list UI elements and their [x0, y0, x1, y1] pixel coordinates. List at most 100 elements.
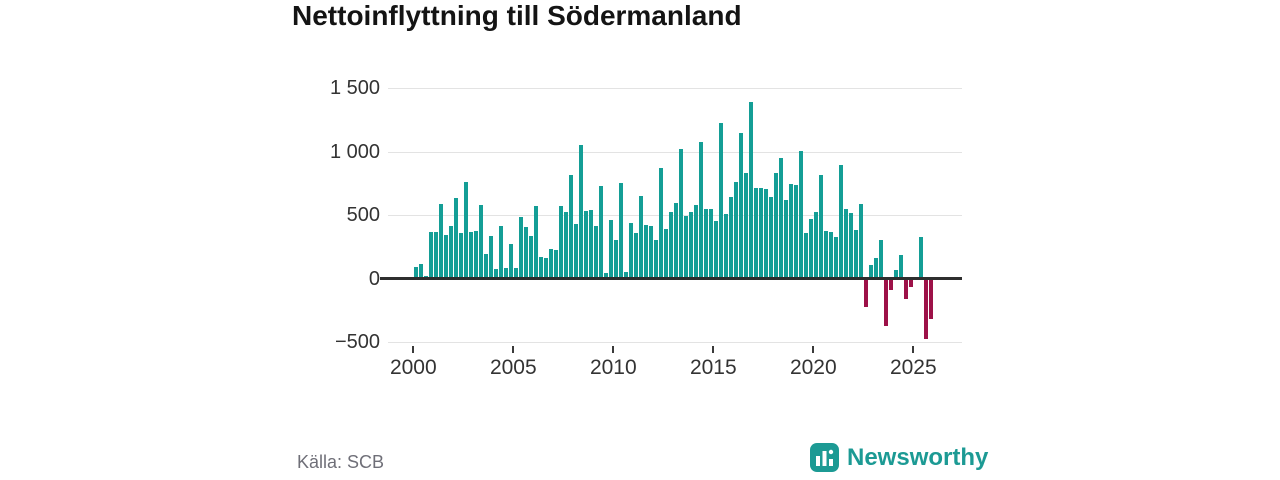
bar — [559, 206, 563, 279]
bar — [519, 217, 523, 279]
bar — [734, 181, 738, 279]
bar — [474, 231, 478, 279]
y-tick-label: 1 000 — [329, 140, 380, 163]
bar — [549, 248, 553, 279]
bar — [674, 202, 678, 279]
bar — [919, 236, 923, 279]
bar — [824, 230, 828, 279]
x-tick-label: 2000 — [389, 356, 437, 379]
bar — [574, 223, 578, 279]
bar — [729, 197, 733, 279]
y-tick-label: −500 — [334, 331, 380, 353]
bar — [484, 254, 488, 279]
bar — [539, 257, 543, 279]
x-tick-label: 2005 — [489, 356, 537, 379]
bar — [804, 232, 808, 279]
bar — [714, 221, 718, 279]
bar — [459, 232, 463, 279]
bar — [874, 257, 878, 279]
bar — [554, 249, 558, 279]
bar — [854, 230, 858, 279]
bar — [839, 165, 843, 279]
bar — [689, 211, 693, 279]
newsworthy-icon — [810, 443, 839, 472]
bar — [649, 225, 653, 279]
bar — [659, 167, 663, 279]
bar — [879, 240, 883, 279]
bar — [669, 212, 673, 279]
bar — [494, 268, 498, 279]
bar — [644, 224, 648, 279]
bar — [719, 122, 723, 279]
bar — [584, 211, 588, 279]
bar — [504, 267, 508, 279]
bar — [499, 226, 503, 279]
bar — [634, 232, 638, 279]
bar — [704, 209, 708, 279]
bar — [799, 150, 803, 279]
bar — [469, 231, 473, 279]
bar — [849, 212, 853, 279]
bar — [749, 101, 753, 279]
bar — [724, 214, 728, 279]
bar — [679, 149, 683, 279]
y-tick-label: 0 — [368, 267, 380, 290]
bar — [884, 280, 888, 326]
bar — [599, 186, 603, 279]
bar — [829, 231, 833, 279]
bar — [694, 205, 698, 279]
chart-title: Nettoinflyttning till Södermanland — [292, 0, 742, 31]
bar — [819, 175, 823, 279]
bar — [624, 271, 628, 279]
bar — [534, 205, 538, 279]
x-tick-mark — [912, 346, 915, 353]
bar — [529, 236, 533, 279]
x-tick-label: 2020 — [789, 356, 837, 379]
source-note: Källa: SCB — [297, 452, 385, 472]
bar — [429, 231, 433, 279]
bar — [629, 222, 633, 279]
bar — [899, 255, 903, 279]
bar — [904, 280, 908, 299]
bar — [869, 264, 873, 279]
bar — [604, 272, 608, 279]
bar — [609, 219, 613, 279]
bar — [779, 157, 783, 279]
bar — [774, 172, 778, 279]
bar — [514, 267, 518, 279]
y-tick-label: 500 — [346, 204, 380, 226]
bar — [809, 218, 813, 279]
bar — [709, 209, 713, 279]
bar — [419, 263, 423, 279]
y-tick-label: 1 500 — [329, 77, 380, 99]
bar — [834, 236, 838, 279]
bar — [594, 226, 598, 279]
bar — [579, 145, 583, 279]
bar — [524, 227, 528, 279]
brand-logo: Newsworthy — [810, 443, 988, 472]
bar — [544, 257, 548, 279]
bar — [479, 205, 483, 279]
bar — [739, 132, 743, 279]
bar — [754, 187, 758, 279]
bar — [564, 212, 568, 279]
x-tick-label: 2010 — [589, 356, 637, 379]
bar — [844, 208, 848, 279]
x-tick-mark — [612, 346, 615, 353]
bar — [859, 204, 863, 279]
bar — [784, 199, 788, 279]
bar — [864, 280, 868, 307]
bar — [639, 196, 643, 279]
x-tick-mark — [512, 346, 515, 353]
zero-axis-line — [380, 277, 962, 280]
bar — [449, 226, 453, 279]
bar — [454, 198, 458, 279]
y-gridline — [388, 88, 962, 89]
x-tick-mark — [812, 346, 815, 353]
bar — [929, 280, 933, 320]
bar — [664, 229, 668, 279]
x-tick-mark — [412, 346, 415, 353]
bar — [894, 270, 898, 279]
brand-name: Newsworthy — [847, 443, 989, 471]
